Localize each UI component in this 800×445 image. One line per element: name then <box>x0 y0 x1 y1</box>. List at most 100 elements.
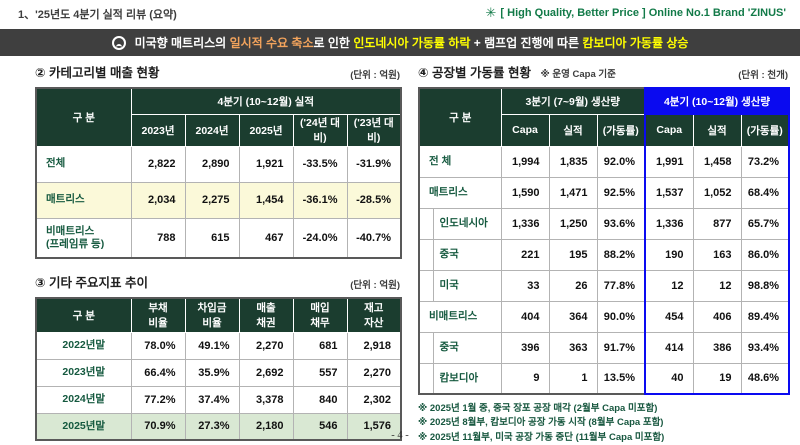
indent-spacer <box>418 238 434 271</box>
cell: 93.4% <box>740 331 791 364</box>
cell: 2,692 <box>238 358 294 387</box>
table-row-non-mattress: 비매트리스 (프레임류 등) 788 615 467 -24.0% -40.7% <box>35 217 402 259</box>
table-row-mattress: 매트리스 2,034 2,275 1,454 -36.1% -28.5% <box>35 181 402 219</box>
utilization-capa-note: ※ 운영 Capa 기준 <box>540 69 616 80</box>
top-bar: 1、'25년도 4분기 실적 리뷰 (요약) ✳ [ High Quality,… <box>18 6 786 22</box>
cell: 221 <box>500 238 550 271</box>
indent-spacer <box>418 362 434 395</box>
table-row-total: 전체 2,822 2,890 1,921 -33.5% -31.9% <box>35 145 402 183</box>
row-label: 캄보디아 <box>432 362 502 395</box>
brand-slogan: ✳ [ High Quality, Better Price ] Online … <box>486 6 786 19</box>
q3-col-actual: 실적 <box>548 113 598 147</box>
cell: 1,250 <box>548 207 598 240</box>
cell: 68.4% <box>740 176 791 209</box>
sales-col-vs23: ('23년 대비) <box>346 113 402 147</box>
cell: 546 <box>292 412 348 441</box>
cell: 386 <box>692 331 742 364</box>
cell: 1,994 <box>500 145 550 178</box>
cell: 93.6% <box>596 207 646 240</box>
cell: 1,991 <box>644 145 694 178</box>
cell: 404 <box>500 300 550 333</box>
cell: -33.5% <box>292 145 348 183</box>
sales-col-2023: 2023년 <box>130 113 186 147</box>
row-label: 2024년말 <box>35 385 132 414</box>
row-label: 2022년말 <box>35 331 132 360</box>
cell: 3,378 <box>238 385 294 414</box>
cell: 1,336 <box>500 207 550 240</box>
key-indicators-table: 구 분 부채 비율 차입금 비율 매출 채권 매입 채무 재고 자산 2022년… <box>35 297 402 441</box>
cell: 37.4% <box>184 385 240 414</box>
cell: 1,458 <box>692 145 742 178</box>
cell: 2,270 <box>346 358 402 387</box>
cell: -24.0% <box>292 217 348 259</box>
cell: -40.7% <box>346 217 402 259</box>
cell: 1,537 <box>644 176 694 209</box>
sales-col-2024: 2024년 <box>184 113 240 147</box>
cell: 877 <box>692 207 742 240</box>
footnote-cambodia-start: ※ 2025년 8월부, 캄보디아 공장 가동 시작 (8월부 Capa 포함) <box>418 417 664 429</box>
table-row-total: 전 체 1,994 1,835 92.0% 1,991 1,458 73.2% <box>418 145 791 178</box>
table-row-mattress: 매트리스 1,590 1,471 92.5% 1,537 1,052 68.4% <box>418 176 791 209</box>
cell: 12 <box>692 269 742 302</box>
table-row-china-non-mattress: 중국 396 363 91.7% 414 386 93.4% <box>418 331 791 364</box>
row-label: 전 체 <box>418 145 502 178</box>
table-row-2022: 2022년말 78.0% 49.1% 2,270 681 2,918 <box>35 331 402 360</box>
factory-utilization-table: 구 분 3분기 (7~9월) 생산량 4분기 (10~12월) 생산량 Capa… <box>418 87 791 395</box>
table-row-cambodia: 캄보디아 9 1 13.5% 40 19 48.6% <box>418 362 791 395</box>
callout-segment-highlight: 일시적 수요 축소 <box>229 36 314 50</box>
sales-section-title: ② 카테고리별 매출 현황 <box>35 66 160 80</box>
indicator-col-receivables: 매출 채권 <box>238 297 294 333</box>
page-title: 1、'25년도 4분기 실적 리뷰 (요약) <box>18 9 177 21</box>
row-label: 중국 <box>432 238 502 271</box>
cell: 2,918 <box>346 331 402 360</box>
sales-col-2025: 2025년 <box>238 113 294 147</box>
cell: 9 <box>500 362 550 395</box>
cell: 840 <box>292 385 348 414</box>
cell: 414 <box>644 331 694 364</box>
q4-group-header: 4분기 (10~12월) 생산량 <box>643 87 791 115</box>
right-column: ④ 공장별 가동률 현황 ※ 운영 Capa 기준 (단위 : 천개) 구 분 … <box>418 62 791 445</box>
footnote-usa-stop: ※ 2025년 11월부, 미국 공장 가동 중단 (11월부 Capa 미포함… <box>418 431 665 443</box>
cell: 2,270 <box>238 331 294 360</box>
q3-col-capa: Capa <box>500 113 550 147</box>
cell: 2,302 <box>346 385 402 414</box>
cell: 65.7% <box>740 207 791 240</box>
cell: -36.1% <box>292 181 348 219</box>
cell: 66.4% <box>130 358 186 387</box>
cell: 2,034 <box>130 181 186 219</box>
cell: 406 <box>692 300 742 333</box>
q4-col-capa: Capa <box>644 113 694 147</box>
left-column: ② 카테고리별 매출 현황 (단위 : 억원) 구 분 4분기 (10~12월)… <box>35 62 402 441</box>
cell: 91.7% <box>596 331 646 364</box>
cell: 73.2% <box>740 145 791 178</box>
cell: 190 <box>644 238 694 271</box>
cell: 788 <box>130 217 186 259</box>
cell: 1,454 <box>238 181 294 219</box>
cell: 77.8% <box>596 269 646 302</box>
cell: 35.9% <box>184 358 240 387</box>
cell: 396 <box>500 331 550 364</box>
cell: 1,336 <box>644 207 694 240</box>
cell: 1,921 <box>238 145 294 183</box>
row-label: 2025년말 <box>35 412 132 441</box>
callout-segment: + 램프업 진행에 따른 <box>470 36 583 50</box>
cell: 26 <box>548 269 598 302</box>
sales-table-head: 구 분 4분기 (10~12월) 실적 2023년 2024년 2025년 ('… <box>35 87 402 147</box>
cell: 78.0% <box>130 331 186 360</box>
indent-spacer <box>418 207 434 240</box>
indicator-col-borrowing-ratio: 차입금 비율 <box>184 297 240 333</box>
row-label: 매트리스 <box>418 176 502 209</box>
utilization-col-gubun: 구 분 <box>418 87 502 147</box>
utilization-unit-label: (단위 : 천개) <box>738 70 788 81</box>
table-row-2023: 2023년말 66.4% 35.9% 2,692 557 2,270 <box>35 358 402 387</box>
cell: 615 <box>184 217 240 259</box>
sales-group-header: 4분기 (10~12월) 실적 <box>130 87 402 115</box>
sales-col-vs24: ('24년 대비) <box>292 113 348 147</box>
row-label: 전체 <box>35 145 132 183</box>
zinus-flower-icon: ✳ <box>485 5 497 20</box>
table-row-2024: 2024년말 77.2% 37.4% 3,378 840 2,302 <box>35 385 402 414</box>
cell: 454 <box>644 300 694 333</box>
footnotes: ※ 2025년 1월 중, 중국 장포 공장 매각 (2월부 Capa 미포함)… <box>418 402 788 445</box>
callout-segment-highlight: 인도네시아 가동률 하락 <box>353 36 471 50</box>
sales-unit-label: (단위 : 억원) <box>350 70 400 81</box>
